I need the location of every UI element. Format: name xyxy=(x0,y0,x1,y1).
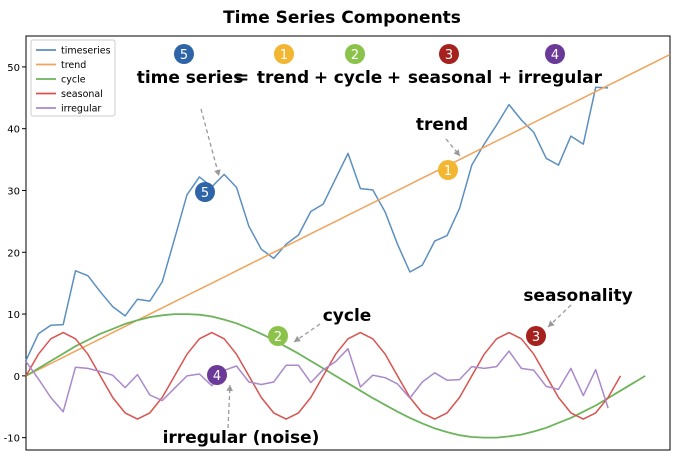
series-line-timeseries xyxy=(25,86,609,361)
trend-arrow xyxy=(445,138,461,157)
y-tick-label: 30 xyxy=(7,186,20,197)
y-tick-label: 50 xyxy=(7,63,20,74)
irregular-arrow xyxy=(227,384,231,429)
series-line-irregular xyxy=(25,347,609,413)
trend-callout-badge-number: 1 xyxy=(444,164,452,179)
trend-callout-badge xyxy=(438,160,458,180)
legend: timeseries trend cycle seasonal irregular xyxy=(30,39,116,117)
equation-term-seasonal-badge-number: 3 xyxy=(445,48,453,63)
cycle-callout-label: cycle xyxy=(323,306,372,326)
series-line-trend xyxy=(25,53,671,377)
equation-cycle: cycle xyxy=(334,68,383,88)
cycle-arrow xyxy=(293,323,321,343)
timeseries-callout-badge-number: 5 xyxy=(201,186,209,201)
equation-seasonal: seasonal xyxy=(408,68,492,88)
equation-plus-3: + xyxy=(498,68,512,88)
timeseries-callout-badge xyxy=(195,182,215,202)
equation-time-series: time series xyxy=(137,68,244,88)
y-tick-label: 0 xyxy=(14,372,20,383)
legend-box xyxy=(30,39,116,117)
chart-title: Time Series Components xyxy=(223,8,461,28)
equation-term-trend-badge-number: 1 xyxy=(280,48,288,63)
y-tick-label: -10 xyxy=(4,434,20,445)
seasonality-callout-badge xyxy=(526,326,546,346)
cycle-callout-badge-number: 2 xyxy=(274,330,282,345)
seasonality-arrow xyxy=(547,304,572,328)
legend-label-timeseries: timeseries xyxy=(61,46,111,57)
legend-label-irregular: irregular xyxy=(61,104,101,115)
timeseries-arrow xyxy=(200,108,220,177)
equation-term-cycle-badge xyxy=(345,44,365,64)
cycle-arrow-head xyxy=(294,335,301,342)
equation-plus-2: + xyxy=(387,68,401,88)
equation-term-seasonal-badge xyxy=(439,44,459,64)
cycle-callout-badge xyxy=(268,326,288,346)
equation-term-trend-badge xyxy=(274,44,294,64)
equation-term-irregular-badge-number: 4 xyxy=(551,48,559,63)
seasonality-arrow-head xyxy=(548,320,555,327)
trend-arrow-head xyxy=(453,149,460,156)
seasonality-callout-label: seasonality xyxy=(523,286,632,306)
irregular-callout-label: irregular (noise) xyxy=(163,428,320,448)
irregular-callout-badge-number: 4 xyxy=(213,369,221,384)
y-tick-label: 10 xyxy=(7,310,20,321)
legend-label-trend: trend xyxy=(61,60,86,71)
equation-irregular: irregular xyxy=(518,68,603,88)
timeseries-arrow-head xyxy=(214,169,221,176)
series-line-cycle xyxy=(25,313,646,439)
legend-label-seasonal: seasonal xyxy=(61,89,103,100)
equation-term-time-series-badge-number: 5 xyxy=(180,48,188,63)
equation-plus-1: + xyxy=(314,68,328,88)
y-tick-label: 20 xyxy=(7,248,20,259)
plot-area: -10 0 10 20 30 40 50 timeseries trend cycle season… xyxy=(4,35,671,451)
equation-equals: = xyxy=(235,68,249,88)
equation-term-irregular-badge xyxy=(545,44,565,64)
equation-term-time-series-badge xyxy=(174,44,194,64)
y-tick-label: 40 xyxy=(7,125,20,136)
equation-term-cycle-badge-number: 2 xyxy=(351,48,359,63)
series-line-seasonal xyxy=(25,331,622,420)
trend-callout-label: trend xyxy=(416,115,468,135)
seasonality-callout-badge-number: 3 xyxy=(532,330,540,345)
equation-trend: trend xyxy=(257,68,309,88)
plot-frame xyxy=(25,35,671,451)
irregular-arrow-head xyxy=(226,385,233,392)
irregular-callout-badge xyxy=(207,365,227,385)
legend-label-cycle: cycle xyxy=(61,75,86,86)
